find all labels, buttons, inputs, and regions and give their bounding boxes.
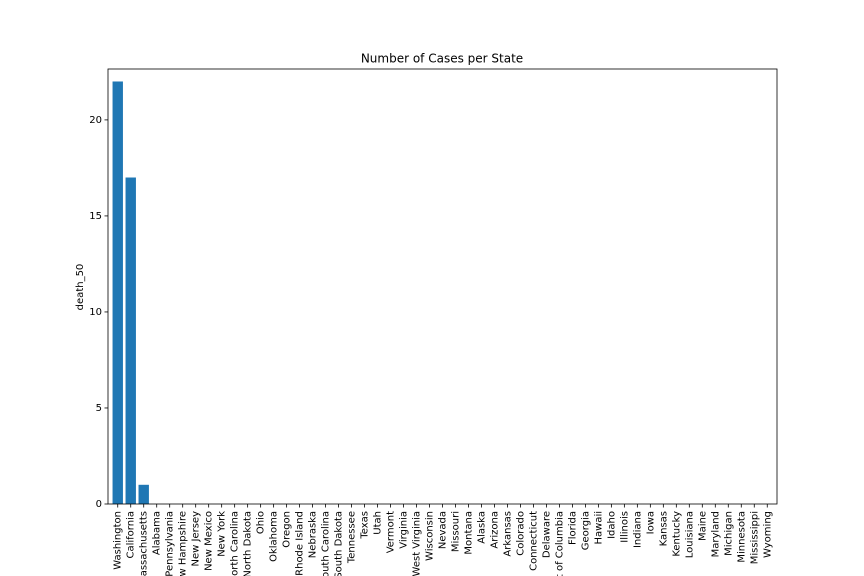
- x-tick-label: Tennessee: [347, 511, 358, 564]
- x-tick-label: Alaska: [476, 511, 487, 544]
- x-tick-label: New Hampshire: [178, 511, 189, 576]
- x-tick-label: Oklahoma: [269, 511, 280, 562]
- chart-title: Number of Cases per State: [361, 52, 523, 66]
- x-tick-label: Colorado: [515, 511, 526, 556]
- bar: [138, 484, 149, 504]
- y-tick-label: 0: [96, 499, 102, 510]
- y-axis-label: death_50: [75, 264, 86, 311]
- x-tick-label: Connecticut: [528, 511, 539, 571]
- x-tick-label: Minnesota: [736, 511, 747, 563]
- x-tick-label: New Jersey: [191, 511, 202, 567]
- x-tick-label: Arkansas: [502, 511, 513, 557]
- x-tick-label: Maine: [697, 511, 708, 541]
- y-tick-label: 20: [89, 115, 102, 126]
- x-tick-label: Idaho: [606, 511, 617, 539]
- x-tick-label: Kentucky: [671, 511, 682, 557]
- x-tick-label: North Carolina: [230, 511, 241, 576]
- x-tick-label: Wisconsin: [425, 511, 436, 561]
- x-tick-label: Wyoming: [762, 511, 773, 558]
- plot-frame: [107, 68, 778, 505]
- x-tick-label: Nevada: [438, 511, 449, 549]
- x-tick-label: Arizona: [489, 511, 500, 549]
- bar: [112, 81, 123, 504]
- x-tick-label: New York: [217, 511, 228, 557]
- x-tick-label: Iowa: [645, 511, 656, 534]
- x-tick-label: Delaware: [541, 511, 552, 558]
- bar: [125, 177, 136, 504]
- x-tick-label: Georgia: [580, 511, 591, 550]
- x-tick-label: West Virginia: [412, 511, 423, 576]
- x-tick-label: New Mexico: [204, 511, 215, 571]
- x-tick-label: Alabama: [152, 511, 163, 555]
- x-tick-label: Rhode Island: [295, 511, 306, 576]
- x-tick-label: Michigan: [723, 511, 734, 556]
- x-tick-label: Illinois: [619, 511, 630, 543]
- y-tick-label: 5: [96, 403, 102, 414]
- x-tick-label: Massachusetts: [139, 511, 150, 576]
- x-tick-label: Missouri: [450, 511, 461, 552]
- x-tick-label: Washington: [113, 511, 124, 570]
- x-tick-label: Oregon: [282, 511, 293, 548]
- x-tick-label: Mississippi: [749, 511, 760, 564]
- x-tick-label: Vermont: [386, 511, 397, 553]
- x-tick-label: Montana: [463, 511, 474, 555]
- x-tick-label: Pennsylvania: [165, 511, 176, 576]
- y-tick-label: 15: [89, 211, 102, 222]
- x-tick-label: North Dakota: [243, 511, 254, 576]
- y-tick-label: 10: [89, 307, 102, 318]
- x-tick-label: Florida: [567, 511, 578, 545]
- x-tick-label: Kansas: [658, 511, 669, 546]
- x-tick-label: Texas: [360, 511, 371, 540]
- x-tick-label: Hawaii: [593, 511, 604, 545]
- x-tick-label: District of Columbia: [554, 511, 565, 576]
- x-tick-label: South Carolina: [321, 511, 332, 576]
- x-tick-label: Louisiana: [684, 511, 695, 558]
- x-tick-label: Indiana: [632, 511, 643, 548]
- x-tick-label: California: [126, 511, 137, 559]
- x-tick-label: South Dakota: [334, 511, 345, 576]
- x-tick-label: Ohio: [256, 511, 267, 534]
- x-tick-label: Maryland: [710, 511, 721, 557]
- x-tick-label: Nebraska: [308, 511, 319, 558]
- x-tick-label: Utah: [373, 511, 384, 535]
- x-tick-label: Virginia: [399, 511, 410, 549]
